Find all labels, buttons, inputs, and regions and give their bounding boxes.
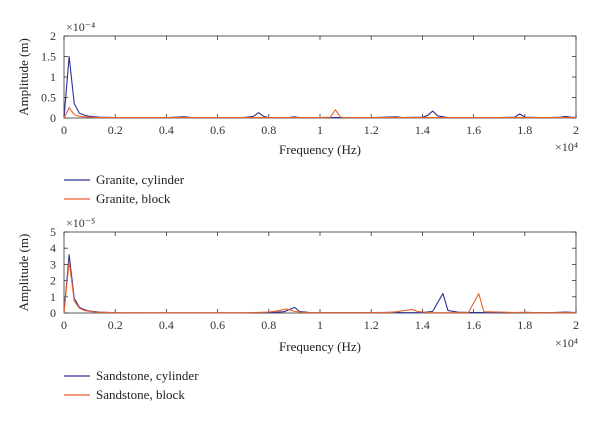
y-tick-label: 2: [50, 29, 56, 43]
x-tick-label: 1.8: [517, 123, 532, 137]
chart-2: 0 0.2 0.4 0.6 0.8 1 1.2 1.4 1.6 1.8 2012345×10⁻⁵×1…: [16, 216, 579, 402]
x-tick-label: 2: [573, 123, 579, 137]
x-tick-label: 1.8: [517, 318, 532, 332]
y-tick-label: 0: [50, 111, 56, 125]
y-tick-label: 0.5: [41, 91, 56, 105]
x-tick-label: 1.6: [466, 318, 481, 332]
x-tick-label: 1.2: [364, 318, 379, 332]
y-axis-multiplier: ×10⁻⁴: [66, 20, 95, 34]
y-tick-label: 3: [50, 257, 56, 271]
legend-label: Sandstone, cylinder: [96, 368, 199, 383]
y-tick-label: 1: [50, 70, 56, 84]
x-tick-label: 1.4: [415, 123, 430, 137]
x-tick-label: 2: [573, 318, 579, 332]
y-tick-label: 0: [50, 306, 56, 320]
plot-frame: [63, 35, 577, 119]
plot-frame: [63, 231, 577, 314]
x-axis-multiplier: ×10⁴: [555, 140, 578, 154]
x-tick-label: 0.2: [108, 318, 123, 332]
chart-1: 0 0.2 0.4 0.6 0.8 1 1.2 1.4 1.6 1.8 2 0 0.5 1 1.5 2 ×10⁻…: [16, 20, 579, 206]
y-tick-label: 4: [50, 241, 56, 255]
x-tick-label: 0.6: [210, 318, 225, 332]
series-line-granite-cylinder: [63, 55, 577, 119]
x-tick-label: 0.2: [108, 123, 123, 137]
x-tick-label: 1.4: [415, 318, 430, 332]
x-axis-multiplier: ×10⁴: [555, 336, 578, 350]
x-tick-label: 0.8: [261, 318, 276, 332]
series-line-sandstone-cylinder: [63, 254, 577, 314]
y-tick-label: 5: [50, 225, 56, 239]
x-axis-label: Frequency (Hz): [279, 339, 361, 354]
legend-label: Granite, block: [96, 191, 171, 206]
x-tick-label: 0.8: [261, 123, 276, 137]
series-line-granite-block: [63, 107, 576, 119]
x-tick-label: 0.4: [159, 318, 174, 332]
y-axis-label: Amplitude (m): [16, 234, 31, 312]
x-tick-label: 1.6: [466, 123, 481, 137]
x-tick-label: 0.4: [159, 123, 174, 137]
y-axis-multiplier: ×10⁻⁵: [66, 216, 95, 230]
x-axis-label: Frequency (Hz): [279, 142, 361, 157]
x-tick-label: 1: [317, 123, 323, 137]
legend-label: Granite, cylinder: [96, 172, 185, 187]
y-tick-label: 2: [50, 274, 56, 288]
legend-label: Sandstone, block: [96, 387, 185, 402]
x-tick-label: 1.2: [364, 123, 379, 137]
y-tick-label: 1: [50, 290, 56, 304]
x-tick-label: 0: [61, 318, 67, 332]
x-tick-label: 0: [61, 123, 67, 137]
x-tick-label: 1: [317, 318, 323, 332]
x-tick-label: 0.6: [210, 123, 225, 137]
y-axis-label: Amplitude (m): [16, 38, 31, 116]
y-tick-label: 1.5: [41, 50, 56, 64]
series-line-sandstone-block: [63, 260, 576, 314]
